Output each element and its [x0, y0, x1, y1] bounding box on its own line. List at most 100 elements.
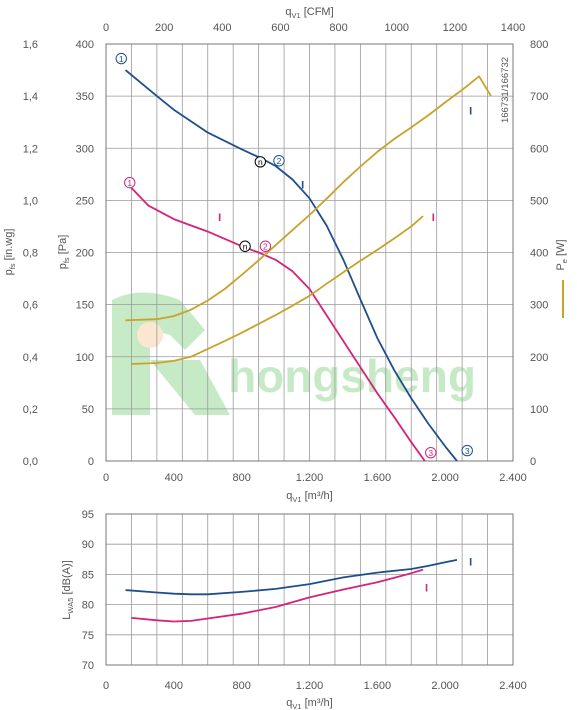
marker-circle [239, 240, 251, 252]
y-tick-label: 80 [82, 600, 94, 612]
watermark-leg-shape [150, 360, 230, 415]
marker-label: 3 [465, 446, 470, 456]
outer-y-tick-label: 0,0 [23, 456, 38, 468]
x-tick-label: 800 [232, 680, 250, 692]
x-tick-label: 1.200 [296, 680, 324, 692]
series-pressure_2 [130, 187, 426, 462]
x-tick-label: 2.000 [431, 680, 459, 692]
x-tick-label: 2.000 [431, 472, 459, 484]
outer-y-tick-label: 1,2 [23, 143, 38, 155]
curve-marker-n: n [239, 240, 251, 252]
right-tick-label: 200 [530, 352, 548, 364]
x-tick-label: 1.200 [296, 472, 324, 484]
outer-y-tick-label: 0,6 [23, 300, 38, 312]
top-tick-label: 600 [271, 22, 289, 34]
marker-circle [425, 446, 437, 459]
x-tick-label: 400 [165, 680, 183, 692]
y-axis-label: pfs [Pa] [57, 235, 71, 270]
y-tick-label: 70 [82, 660, 94, 672]
right-axis-label: Pe [W] [555, 239, 569, 270]
marker-label: 3 [428, 448, 433, 458]
curve-marker-3: 3 [461, 444, 473, 457]
top-tick-label: 1000 [384, 22, 408, 34]
series-sound_2 [131, 568, 424, 623]
marker-circle [124, 176, 136, 189]
x-axis-label: qV1 [m³/h] [286, 490, 332, 504]
right-tick-label: 300 [530, 300, 548, 312]
marker-circle [115, 52, 127, 65]
curve-marker-n: n [254, 156, 267, 168]
right-tick-label: 700 [530, 91, 548, 103]
marker-circle [461, 444, 473, 457]
series-pressure_1 [124, 69, 458, 462]
marker-label: 2 [277, 156, 282, 166]
y-tick-label: 150 [76, 300, 94, 312]
marker-label: 1 [127, 178, 132, 188]
watermark-logo: hongsheng [112, 292, 476, 415]
curve-marker-1: 1 [124, 176, 136, 189]
right-tick-label: 600 [530, 143, 548, 155]
marker-circle [259, 240, 272, 252]
top-tick-label: 400 [213, 22, 231, 34]
series-sound_1 [125, 559, 458, 596]
y-tick-label: 100 [76, 352, 94, 364]
curve-tag-I: I [469, 106, 472, 118]
watermark-sun [137, 322, 163, 348]
x-axis-label: qV1 [m³/h] [286, 697, 332, 710]
x-tick-label: 800 [232, 472, 250, 484]
side-code: 166731/166732 [500, 57, 511, 123]
curve-tag-I: I [432, 212, 435, 224]
right-tick-label: 800 [530, 39, 548, 51]
y-tick-label: 250 [76, 195, 94, 207]
curve-marker-2: 2 [273, 155, 285, 167]
marker-circle [254, 156, 267, 168]
outer-y-tick-label: 1,6 [23, 39, 38, 51]
y-axis-label: LWA5 [dB(A)] [61, 560, 75, 619]
bottom-plot-frame [105, 513, 514, 666]
curve-tag-I: I [301, 180, 304, 192]
top-tick-label: 1200 [443, 22, 467, 34]
top-tick-label: 200 [155, 22, 173, 34]
x-tick-label: 1.600 [364, 472, 392, 484]
y-tick-label: 300 [76, 143, 94, 155]
marker-label: n [243, 242, 248, 252]
x-tick-label: 400 [165, 472, 183, 484]
marker-label: 1 [119, 54, 124, 64]
y-tick-label: 75 [82, 630, 94, 642]
curve-marker-2: 2 [259, 240, 272, 252]
outer-y-tick-label: 0,2 [23, 404, 38, 416]
marker-label: n [258, 157, 263, 167]
outer-y-tick-label: 1,0 [23, 195, 38, 207]
y-tick-label: 85 [82, 569, 94, 581]
outer-y-tick-label: 0,8 [23, 248, 38, 260]
top-tick-label: 0 [103, 22, 109, 34]
right-tick-label: 500 [530, 195, 548, 207]
watermark-text: hongsheng [228, 350, 476, 402]
bottom-grid [105, 513, 514, 666]
x-tick-label: 0 [103, 680, 109, 692]
curve-marker-3: 3 [425, 446, 437, 459]
y-tick-label: 95 [82, 509, 94, 521]
x-tick-label: 0 [103, 472, 109, 484]
right-tick-label: 100 [530, 404, 548, 416]
marker-label: 2 [263, 242, 268, 252]
y-tick-label: 0 [88, 456, 94, 468]
x-tick-label: 1.600 [364, 680, 392, 692]
series-power_2 [131, 215, 424, 365]
curve-marker-1: 1 [115, 52, 127, 65]
y-tick-label: 400 [76, 39, 94, 51]
x-tick-label: 2.400 [499, 680, 527, 692]
y-tick-label: 350 [76, 91, 94, 103]
series-power_1 [125, 75, 492, 322]
watermark-fan-shape [112, 292, 205, 415]
curve-tag-I: I [425, 583, 428, 595]
outer-y-axis-label: pfs [in.wg] [3, 229, 17, 276]
curve-tag-I: I [469, 557, 472, 569]
top-tick-label: 800 [329, 22, 347, 34]
outer-y-tick-label: 0,4 [23, 352, 38, 364]
y-tick-label: 90 [82, 539, 94, 551]
marker-circle [273, 155, 285, 167]
right-tick-label: 400 [530, 248, 548, 260]
curve-tag-I: I [218, 212, 221, 224]
